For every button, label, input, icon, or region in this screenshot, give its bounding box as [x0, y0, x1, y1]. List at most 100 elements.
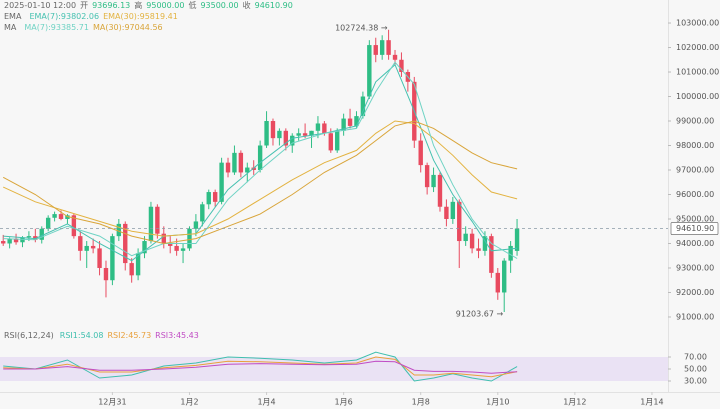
legend-item: EMA(7):93802.06 [29, 12, 100, 21]
candle-body [212, 192, 218, 202]
candle-body [13, 238, 19, 243]
candle-body [270, 121, 276, 139]
candle-body [457, 201, 462, 242]
candle-body [238, 152, 244, 173]
candle-body [502, 260, 507, 293]
value: 93500.00 [200, 1, 239, 10]
legend-group: MA [4, 23, 17, 32]
value: 94610.90 [254, 1, 293, 10]
x-tick-label: 12月31 [98, 398, 126, 407]
candle-body [155, 206, 160, 234]
candle-body [39, 228, 44, 240]
candle-body [347, 118, 353, 126]
candle-body [193, 221, 199, 229]
candle-body [1, 241, 6, 244]
y-tick-label: 94000.00 [676, 239, 714, 248]
current-price-box [670, 222, 719, 235]
rsi-line [3, 360, 518, 374]
candle-body [148, 206, 154, 242]
indicator-line [3, 61, 518, 259]
candle-body [257, 145, 263, 170]
candle-body [142, 241, 147, 254]
candle-body [463, 233, 468, 242]
candle-body [341, 118, 346, 131]
candle-body [315, 123, 321, 131]
legend-group: EMA [4, 12, 22, 21]
candle-body [283, 130, 289, 146]
candle-body [71, 215, 77, 237]
time: 2025-01-10 12:00 [4, 1, 77, 10]
candle-body [360, 96, 366, 117]
candle-body [335, 130, 340, 151]
y-tick-label: 100000.00 [676, 92, 719, 101]
candle-body [482, 236, 488, 251]
candle-body [367, 45, 372, 97]
candle-body [424, 165, 430, 188]
candle-body [379, 40, 385, 55]
candle-body [90, 245, 96, 249]
candle-body [302, 133, 308, 136]
x-tick-label: 1月12 [563, 398, 586, 407]
label: 低 [188, 1, 197, 10]
candle-body [277, 130, 282, 139]
candle-body [116, 223, 122, 237]
y-tick-label: 98000.00 [676, 141, 714, 150]
max-annotation: 102724.38 → [335, 23, 388, 32]
legend-row: MA MA(7):93385.71 MA(30):97044.56 [4, 22, 167, 33]
candle-body [123, 223, 128, 264]
indicator-line [3, 63, 518, 262]
y-tick-label: 103000.00 [676, 19, 719, 28]
candle-body [489, 236, 494, 273]
candle-body [309, 130, 314, 136]
y-tick-label: 96000.00 [676, 190, 714, 199]
x-tick-label: 1月2 [180, 398, 198, 407]
candle-body [97, 248, 102, 268]
indicator-line [2, 120, 518, 237]
candle-body [328, 133, 333, 151]
candle-body [450, 201, 456, 219]
candle-body [386, 40, 391, 55]
candle-body [206, 192, 211, 205]
candle-body [45, 217, 51, 229]
y-tick-label: 70.00 [684, 353, 707, 362]
candle-body [129, 263, 134, 276]
candle-body [245, 167, 250, 173]
candle-body [180, 248, 186, 251]
label: 高 [134, 1, 143, 10]
x-tick-label: 1月8 [412, 398, 430, 407]
candle-body [225, 162, 231, 173]
candle-body [392, 54, 398, 60]
candle-body [174, 245, 179, 251]
candle-body [78, 236, 83, 251]
y-tick-label: 50.00 [684, 365, 707, 374]
candle-body [251, 167, 256, 170]
x-tick-label: 1月14 [640, 398, 663, 407]
rsi-title: RSI(6,12,24) [4, 331, 54, 340]
candle-body [103, 267, 109, 281]
candle-body [476, 248, 481, 251]
ohlc-header: 2025-01-10 12:00 开 93696.13 高 95000.00 低 93500… [4, 0, 297, 11]
value: 95000.00 [146, 1, 185, 10]
current-price-label: 94610.90 [676, 224, 714, 233]
legend-item: RSI1:54.08 [59, 331, 104, 340]
candle-body [135, 253, 141, 276]
y-tick-label: 30.00 [684, 377, 707, 386]
y-tick-label: 97000.00 [676, 166, 714, 175]
candle-body [187, 228, 192, 249]
candle-body [444, 206, 449, 219]
candle-body [26, 236, 32, 238]
y-tick-label: 92000.00 [676, 288, 714, 297]
rsi-line [3, 351, 518, 382]
candle-body [431, 174, 436, 188]
candle-body [469, 233, 475, 249]
y-tick-label: 99000.00 [676, 117, 714, 126]
candle-body [418, 140, 423, 166]
candle-body [58, 214, 64, 219]
candle-body [437, 174, 443, 207]
y-tick-label: 102000.00 [676, 43, 719, 52]
candle-body [110, 236, 115, 281]
legend-item: RSI2:45.73 [107, 331, 152, 340]
legend-row: EMA EMA(7):93802.06 EMA(30):95819.41 [4, 11, 182, 22]
